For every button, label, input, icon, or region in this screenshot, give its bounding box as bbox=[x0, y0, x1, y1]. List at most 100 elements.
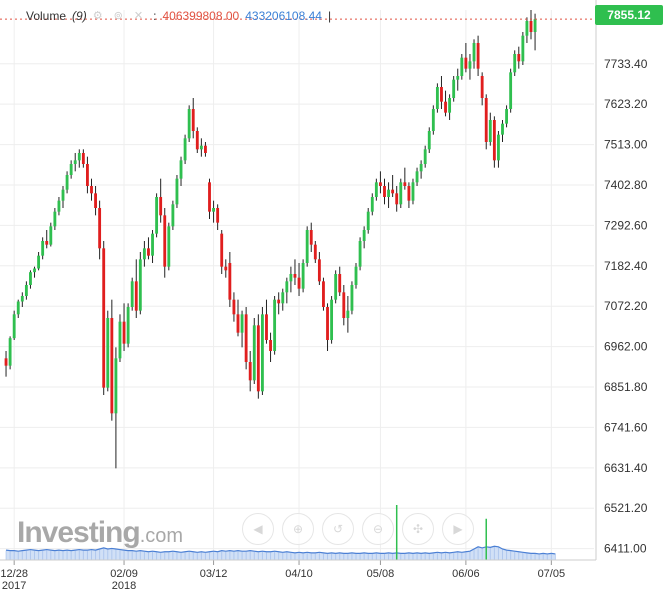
y-tick-label: 7292.60 bbox=[604, 218, 648, 232]
candle bbox=[391, 175, 395, 197]
candle bbox=[77, 149, 81, 168]
candle-body bbox=[204, 145, 207, 153]
candle bbox=[529, 10, 533, 40]
candle-body bbox=[183, 138, 187, 161]
candle-body bbox=[435, 87, 439, 109]
candle bbox=[338, 266, 342, 296]
candle bbox=[220, 230, 224, 274]
candle-body bbox=[517, 54, 521, 62]
candle bbox=[163, 208, 167, 278]
candle-body bbox=[122, 321, 126, 344]
candle bbox=[350, 281, 354, 315]
zoom-out-icon[interactable]: ⊖ bbox=[362, 513, 394, 545]
candle bbox=[208, 178, 211, 219]
candle bbox=[387, 182, 390, 208]
candle bbox=[138, 252, 142, 315]
candle bbox=[171, 200, 175, 230]
candle bbox=[126, 303, 130, 348]
last-price-badge: 7855.12 bbox=[595, 5, 663, 25]
candle-body bbox=[313, 244, 317, 260]
candle-body bbox=[403, 182, 407, 186]
candle-body bbox=[305, 230, 309, 263]
candle bbox=[90, 178, 93, 201]
candle bbox=[179, 156, 183, 186]
candle bbox=[102, 241, 106, 395]
candle bbox=[41, 237, 45, 260]
candle bbox=[488, 112, 492, 146]
x-tick-label: 06/06 bbox=[452, 568, 480, 580]
candle-body bbox=[94, 193, 97, 208]
candle-body bbox=[244, 314, 248, 362]
candle-body bbox=[505, 109, 509, 124]
crosshair-icon[interactable]: ✣ bbox=[402, 513, 434, 545]
x-tick-label: 07/05 bbox=[538, 568, 566, 580]
candle bbox=[260, 307, 264, 395]
candle bbox=[81, 149, 85, 168]
candle-body bbox=[147, 248, 150, 256]
candle-body bbox=[265, 314, 268, 340]
volume-value: 406399808.00 bbox=[162, 9, 240, 23]
candle bbox=[151, 230, 154, 263]
reset-icon[interactable]: ↺ bbox=[322, 513, 354, 545]
candle-body bbox=[61, 189, 65, 201]
candle bbox=[354, 263, 358, 289]
candle-body bbox=[191, 109, 195, 131]
candle-body bbox=[118, 321, 122, 359]
candle-body bbox=[24, 285, 28, 296]
y-tick-label: 6521.20 bbox=[604, 501, 648, 515]
candle bbox=[476, 35, 480, 76]
candle bbox=[435, 83, 439, 113]
candle bbox=[395, 186, 399, 212]
chart-navigation-controls: ◀ ⊕ ↺ ⊖ ✣ ▶ bbox=[242, 513, 474, 545]
candle bbox=[517, 46, 521, 69]
candle-body bbox=[110, 318, 114, 414]
volume-indicator-header: Volume (9) ⚙ ⊚ ✕ : 406399808.00 43320610… bbox=[0, 6, 331, 26]
candle-body bbox=[151, 233, 154, 256]
candle-body bbox=[407, 186, 411, 201]
candle bbox=[130, 277, 134, 311]
zoom-in-icon[interactable]: ⊕ bbox=[282, 513, 314, 545]
y-tick-label: 7072.20 bbox=[604, 299, 648, 313]
candle-body bbox=[228, 263, 232, 300]
candle-body bbox=[208, 182, 211, 212]
candle bbox=[330, 296, 334, 344]
candle bbox=[285, 277, 289, 304]
volume-area bbox=[6, 546, 556, 560]
candle-body bbox=[378, 182, 382, 186]
candle-body bbox=[501, 123, 504, 135]
candle bbox=[427, 127, 431, 153]
candle bbox=[248, 351, 252, 392]
candle bbox=[175, 175, 179, 208]
candle-body bbox=[476, 43, 480, 69]
candle-body bbox=[366, 211, 370, 230]
candle bbox=[464, 43, 468, 73]
candle bbox=[362, 226, 366, 249]
candle bbox=[415, 167, 419, 186]
candle-body bbox=[472, 43, 476, 62]
candle-body bbox=[175, 178, 179, 205]
candle bbox=[419, 160, 423, 179]
candle-body bbox=[142, 248, 146, 260]
candle-body bbox=[73, 160, 77, 164]
y-tick-label: 6851.80 bbox=[604, 380, 648, 394]
candle bbox=[313, 241, 317, 263]
scroll-left-icon[interactable]: ◀ bbox=[242, 513, 274, 545]
candle bbox=[191, 98, 195, 139]
candle bbox=[147, 237, 150, 260]
candle bbox=[236, 299, 240, 337]
candlesticks bbox=[4, 10, 537, 469]
scroll-right-icon[interactable]: ▶ bbox=[442, 513, 474, 545]
indicator-settings-icons[interactable]: ⚙ ⊚ ✕ bbox=[92, 10, 148, 22]
candle-body bbox=[529, 21, 533, 32]
candle-body bbox=[232, 299, 236, 315]
candle bbox=[167, 222, 171, 271]
candle bbox=[460, 54, 464, 80]
volume-indicator-label[interactable]: Volume bbox=[26, 9, 67, 23]
x-tick-label: 05/08 bbox=[367, 568, 395, 580]
candle-body bbox=[65, 175, 69, 190]
candle-body bbox=[411, 182, 415, 201]
candle bbox=[232, 292, 236, 322]
candle-body bbox=[90, 186, 93, 194]
candle-body bbox=[138, 259, 142, 311]
